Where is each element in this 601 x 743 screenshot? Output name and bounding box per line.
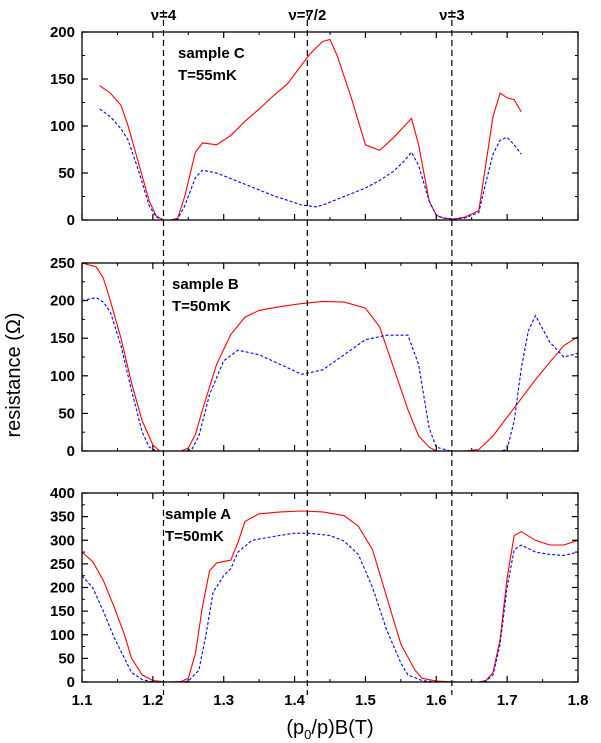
x-tick-label: 1.8 [568, 692, 589, 709]
panel-A: 0 50 100 150 200 250 300 350 400 sample A T=50mK [50, 485, 579, 691]
panel-annotation-C: T=55mK [178, 67, 237, 84]
panels-group: 0 50 100 150 200 sample C T=55mK 0 50 100 150 200 25… [50, 24, 579, 691]
series-line-A-1 [81, 510, 579, 683]
x-tick-label: 1.1 [72, 692, 93, 709]
y-tick-label-A: 100 [50, 627, 75, 644]
filling-factor-label-2: ν=7/2 [288, 7, 326, 24]
y-tick-label-A: 50 [58, 650, 75, 667]
x-tick-label: 1.6 [426, 692, 447, 709]
panel-annotation-C: sample C [178, 45, 245, 62]
y-tick-label-B: 250 [50, 255, 75, 272]
x-axis-label: (p0/p)B(T) [286, 717, 373, 742]
y-tick-label-C: 150 [50, 71, 75, 88]
y-tick-label-C: 100 [50, 118, 75, 135]
x-tick-label: 1.3 [213, 692, 234, 709]
y-tick-label-A: 300 [50, 532, 75, 549]
panel-frame-C [81, 31, 579, 221]
y-tick-label-C: 50 [58, 165, 75, 182]
y-tick-label-B: 150 [50, 330, 75, 347]
panel-frame-B [81, 262, 579, 452]
filling-factor-label-1: ν=4 [151, 7, 177, 24]
x-axis: 1.1 1.2 1.3 1.4 1.5 1.6 1.7 1.8 (p0/p)B(T) [72, 692, 589, 742]
panel-annotation-B: T=50mK [172, 298, 231, 315]
y-tick-label-A: 400 [50, 485, 75, 502]
x-tick-label: 1.2 [142, 692, 163, 709]
panel-annotation-A: T=50mK [165, 528, 224, 545]
series-line-B-1 [81, 262, 579, 452]
y-tick-label-A: 250 [50, 556, 75, 573]
x-tick-label: 1.4 [284, 692, 306, 709]
y-tick-label-A: 150 [50, 603, 75, 620]
y-tick-label-B: 0 [67, 443, 75, 460]
series-line-B-2 [81, 297, 579, 452]
y-tick-label-B: 50 [58, 405, 75, 422]
y-tick-label-C: 0 [67, 212, 75, 229]
y-tick-label-B: 200 [50, 293, 75, 310]
filling-factor-lines: ν=4 ν=7/2 ν=3 [151, 7, 465, 695]
y-axis-label: resistance (Ω) [3, 313, 25, 438]
x-tick-label: 1.5 [355, 692, 376, 709]
y-tick-label-B: 100 [50, 368, 75, 385]
y-tick-label-A: 0 [67, 674, 75, 691]
panel-B: 0 50 100 150 200 250 sample B T=50mK [50, 255, 579, 460]
y-tick-label-C: 200 [50, 24, 75, 41]
panel-annotation-A: sample A [165, 506, 231, 523]
filling-factor-label-3: ν=3 [439, 7, 464, 24]
panel-C: 0 50 100 150 200 sample C T=55mK [50, 24, 579, 229]
panel-annotation-B: sample B [172, 276, 239, 293]
panel-frame-A [81, 492, 579, 683]
y-tick-label-A: 350 [50, 509, 75, 526]
x-tick-label: 1.7 [497, 692, 518, 709]
y-tick-label-A: 200 [50, 580, 75, 597]
